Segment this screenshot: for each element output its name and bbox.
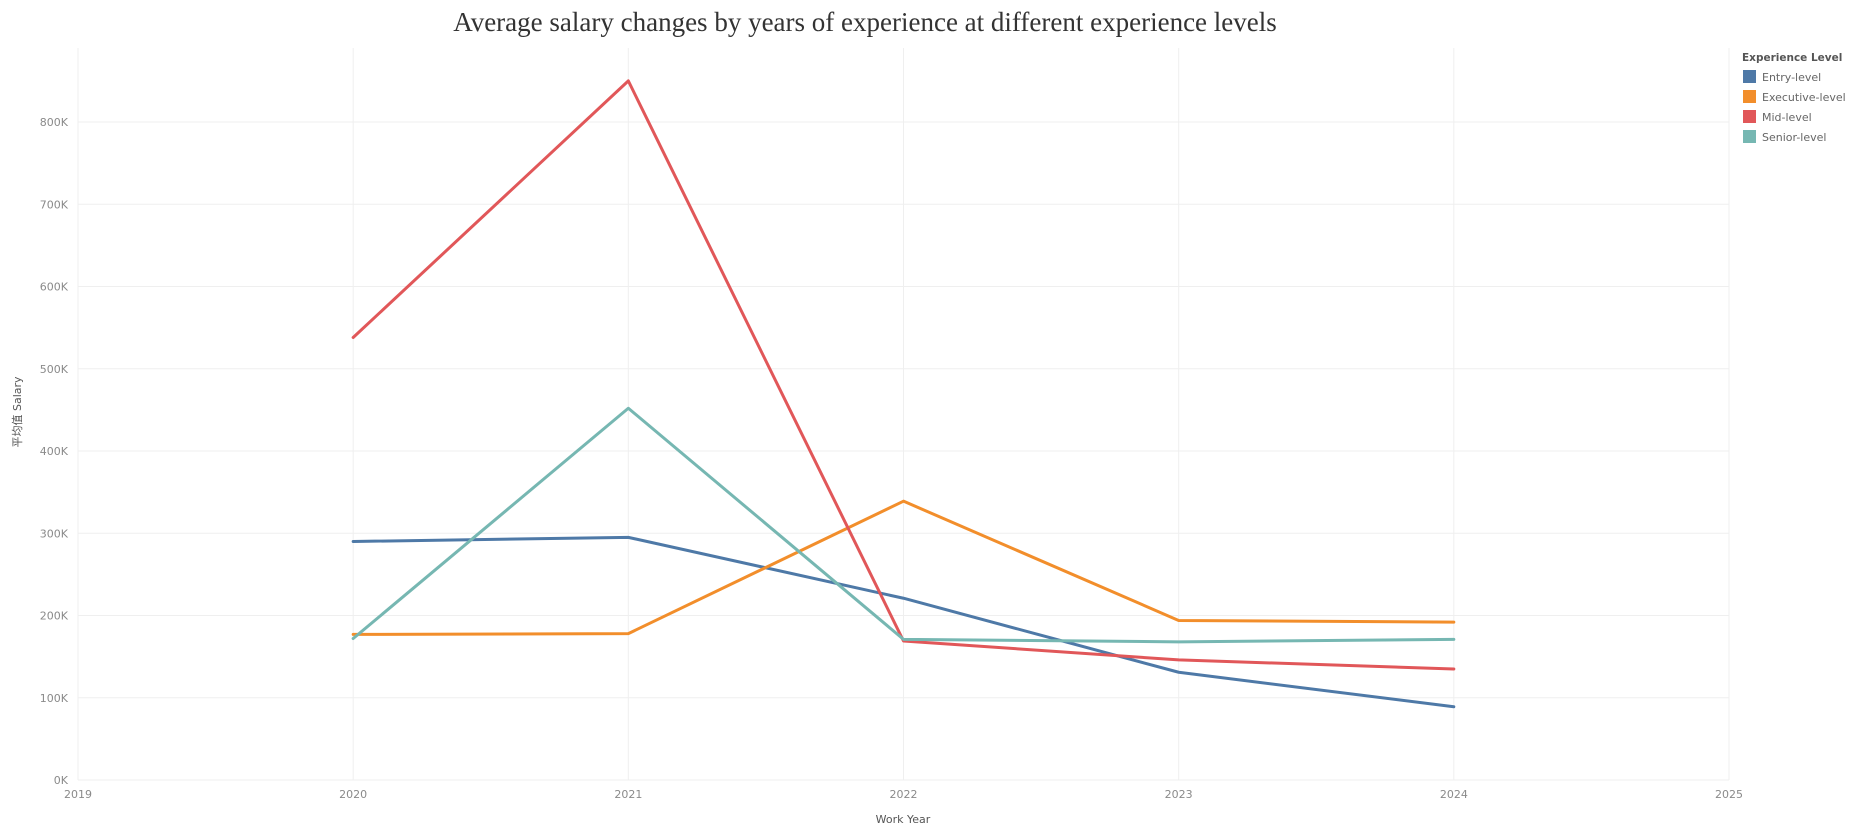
legend-swatch [1743,90,1756,103]
x-tick-label: 2025 [1715,788,1743,801]
y-tick-label: 100K [40,692,69,705]
x-tick-label: 2022 [890,788,918,801]
y-tick-label: 700K [40,198,69,211]
y-axis-title: 平均值 Salary [11,376,24,448]
x-tick-label: 2021 [614,788,642,801]
series-line-senior-level [351,406,1456,644]
legend-swatch [1743,110,1756,123]
y-tick-label: 0K [54,774,69,787]
x-axis-ticks: 2019 2020 2021 2022 2023 2024 2025 [64,788,1743,801]
grid [77,48,1730,781]
x-tick-label: 2019 [64,788,92,801]
legend-label: Executive-level [1762,91,1846,104]
x-axis-title: Work Year [876,813,931,826]
chart-title: Average salary changes by years of exper… [453,7,1277,37]
x-tick-label: 2020 [339,788,367,801]
legend: Experience Level Entry-level Executive-le… [1742,52,1846,144]
y-tick-label: 600K [40,281,69,294]
legend-swatch [1743,130,1756,143]
legend-swatch [1743,70,1756,83]
legend-title: Experience Level [1742,52,1842,64]
series-lines [351,79,1456,709]
series-line-executive-level [351,499,1456,636]
y-tick-label: 300K [40,527,69,540]
series-line-entry-level [351,535,1456,709]
y-tick-label: 400K [40,445,69,458]
y-tick-label: 200K [40,610,69,623]
x-tick-label: 2023 [1165,788,1193,801]
legend-label: Mid-level [1762,111,1812,124]
series-line-mid-level [351,79,1456,671]
y-axis-ticks: 0K 100K 200K 300K 400K 500K 600K 700K 800K [40,116,69,787]
x-tick-label: 2024 [1440,788,1468,801]
legend-label: Entry-level [1762,71,1821,84]
y-tick-label: 800K [40,116,69,129]
legend-label: Senior-level [1762,131,1826,144]
y-tick-label: 500K [40,363,69,376]
